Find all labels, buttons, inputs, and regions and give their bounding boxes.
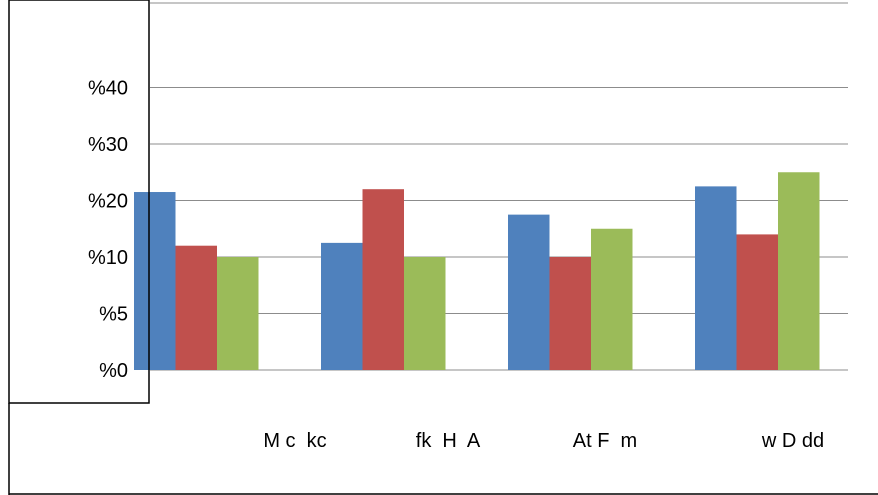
y-tick-label: %20 bbox=[88, 191, 128, 213]
bar bbox=[736, 234, 778, 370]
y-tick-label: %30 bbox=[88, 134, 128, 156]
bar bbox=[591, 228, 633, 370]
bar bbox=[362, 189, 404, 370]
y-tick-label: %0 bbox=[99, 360, 128, 382]
category-label: fk H A bbox=[416, 430, 481, 452]
y-tick-label: %5 bbox=[99, 304, 128, 326]
bar bbox=[549, 257, 591, 370]
y-axis: %0 %5 %10 %20 %30 %40 bbox=[8, 0, 878, 495]
bar bbox=[134, 192, 176, 370]
bars bbox=[134, 172, 820, 370]
bar bbox=[695, 186, 737, 370]
category-label: M c kc bbox=[263, 430, 326, 452]
axis-label-frame bbox=[8, 0, 150, 404]
category-label: w D dd bbox=[761, 430, 824, 452]
bar bbox=[778, 172, 820, 370]
bar bbox=[175, 245, 217, 370]
y-tick-label: %40 bbox=[88, 78, 128, 100]
bar bbox=[404, 257, 446, 370]
y-tick-label: %10 bbox=[88, 247, 128, 269]
category-label: At F m bbox=[573, 430, 637, 452]
bar bbox=[321, 242, 363, 370]
gridlines bbox=[150, 2, 848, 371]
bar bbox=[217, 257, 259, 370]
bar bbox=[508, 214, 550, 370]
x-axis: M c kc fk H A At F m w D dd bbox=[263, 430, 824, 452]
